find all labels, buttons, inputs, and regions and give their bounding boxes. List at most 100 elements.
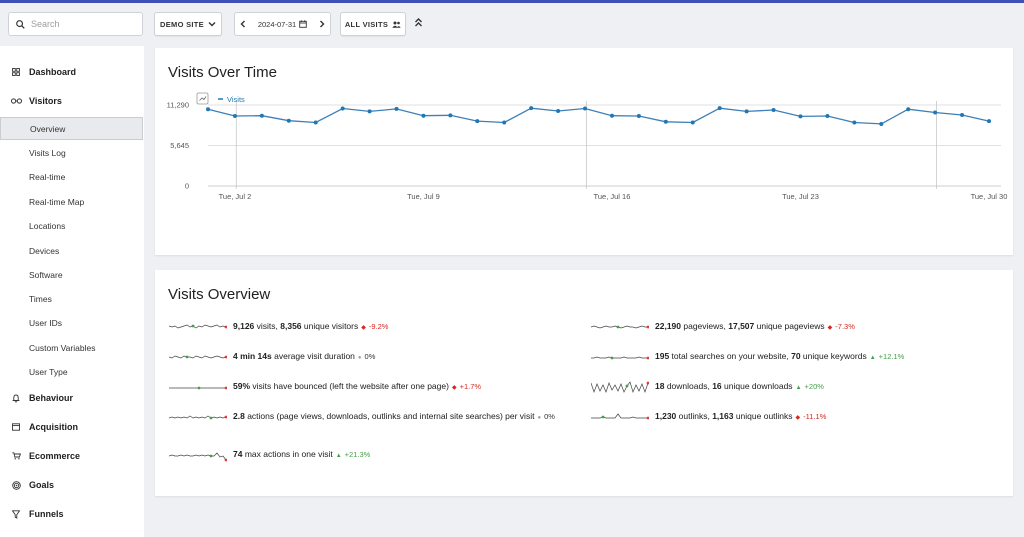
sparkline[interactable]	[591, 410, 649, 424]
x-tick-label: Tue, Jul 30	[971, 192, 1008, 201]
sparkline[interactable]	[169, 350, 227, 364]
sidebar-category-acquisition[interactable]: Acquisition	[0, 415, 144, 439]
sidebar-item-user-ids[interactable]: User IDs	[0, 311, 143, 334]
sparkline-path	[591, 325, 648, 329]
data-point[interactable]	[367, 109, 372, 114]
sidebar-category-goals[interactable]: Goals	[0, 473, 144, 497]
sidebar-item-overview[interactable]: Overview	[0, 117, 143, 140]
data-point[interactable]	[717, 106, 722, 111]
data-point[interactable]	[798, 114, 803, 119]
sparkline[interactable]	[591, 350, 649, 364]
sidebar-item-locations[interactable]: Locations	[0, 214, 143, 237]
sidebar-item-real-time[interactable]: Real-time	[0, 165, 143, 188]
sparkline-max-marker	[197, 386, 201, 390]
sparkline[interactable]	[169, 320, 227, 334]
sidebar-item-real-time-map[interactable]: Real-time Map	[0, 190, 143, 213]
sidebar-category-visitors[interactable]: Visitors	[0, 89, 144, 113]
evolution-indicator[interactable]: ● 0%	[537, 412, 554, 421]
metric-text: 74 max actions in one visit ▲ +21.3%	[233, 448, 370, 463]
target-icon	[11, 480, 21, 490]
sparkline[interactable]	[169, 380, 227, 394]
data-point[interactable]	[556, 109, 561, 114]
data-point[interactable]	[421, 113, 426, 118]
sparkline-path	[169, 355, 227, 359]
y-tick-label: 5,645	[170, 141, 189, 150]
data-point[interactable]	[583, 106, 588, 111]
data-point[interactable]	[475, 119, 480, 124]
site-selector-button[interactable]: DEMO SITE	[154, 12, 222, 36]
metric-label: actions (page views, downloads, outlinks…	[244, 411, 535, 421]
evolution-indicator[interactable]: ◆ -7.3%	[828, 322, 855, 331]
sidebar-item-label: Real-time Map	[29, 196, 85, 207]
data-point[interactable]	[529, 106, 534, 111]
sparkline[interactable]	[591, 380, 649, 394]
data-point[interactable]	[232, 114, 237, 119]
data-point[interactable]	[825, 114, 830, 119]
evolution-indicator[interactable]: ◆ -9.2%	[361, 322, 388, 331]
sidebar-category-dashboard[interactable]: Dashboard	[0, 60, 144, 84]
evolution-indicator[interactable]: ▲ +20%	[796, 382, 824, 391]
sidebar-item-label: Software	[29, 269, 63, 280]
date-picker-button[interactable]: 2024-07-31	[251, 20, 314, 29]
metric-label: unique outlinks	[733, 411, 793, 421]
evolution-indicator[interactable]: ● 0%	[358, 352, 375, 361]
data-point[interactable]	[852, 120, 857, 125]
metric-text: 59% visits have bounced (left the websit…	[233, 380, 481, 395]
data-point[interactable]	[609, 113, 614, 118]
x-tick-label: Tue, Jul 16	[594, 192, 631, 201]
collapse-header-button[interactable]	[414, 17, 423, 30]
data-point[interactable]	[663, 119, 668, 124]
previous-period-button[interactable]	[235, 13, 251, 35]
sparkline-end-marker	[224, 325, 227, 329]
legend-label[interactable]: Visits	[227, 95, 245, 104]
data-point[interactable]	[744, 109, 749, 114]
sidebar-category-funnels[interactable]: Funnels	[0, 502, 144, 526]
data-point[interactable]	[502, 120, 507, 125]
data-point[interactable]	[313, 120, 318, 125]
evolution-indicator[interactable]: ◆ -11.1%	[796, 412, 827, 421]
data-point[interactable]	[771, 107, 776, 112]
data-point[interactable]	[906, 107, 911, 112]
data-point[interactable]	[286, 118, 291, 123]
data-point[interactable]	[933, 110, 938, 115]
visits-overview-card: Visits Overview 9,126 visits, 8,356 uniq…	[155, 270, 1013, 496]
sparkline[interactable]	[591, 320, 649, 334]
sidebar-item-devices[interactable]: Devices	[0, 239, 143, 262]
next-period-button[interactable]	[314, 13, 330, 35]
metric-value: 195	[655, 351, 670, 361]
sidebar-item-times[interactable]: Times	[0, 287, 143, 310]
evolution-indicator[interactable]: ▲ +21.3%	[336, 450, 371, 459]
selected-date: 2024-07-31	[257, 19, 297, 29]
data-point[interactable]	[340, 106, 345, 111]
segment-selector-button[interactable]: ALL VISITS	[340, 12, 406, 36]
search-input[interactable]: Search	[8, 12, 143, 36]
sidebar-item-software[interactable]: Software	[0, 263, 143, 286]
sparkline[interactable]	[169, 448, 227, 462]
data-point[interactable]	[259, 113, 264, 118]
data-point[interactable]	[206, 107, 210, 112]
top-accent-bar	[0, 0, 1024, 3]
users-icon	[392, 21, 401, 28]
sidebar-item-custom-variables[interactable]: Custom Variables	[0, 336, 143, 359]
data-point[interactable]	[960, 112, 965, 117]
evolution-value: 0%	[544, 412, 555, 421]
evolution-indicator[interactable]: ▲ +12.1%	[870, 352, 905, 361]
funnel-icon	[12, 509, 20, 519]
sparkline-end-marker	[224, 386, 227, 390]
metric-label: unique pageviews	[754, 321, 825, 331]
data-point[interactable]	[394, 106, 399, 111]
sidebar-item-visits-log[interactable]: Visits Log	[0, 141, 143, 164]
sparkline[interactable]	[169, 410, 227, 424]
trend-arrow-icon: ●	[357, 355, 362, 361]
evolution-indicator[interactable]: ◆ +1.7%	[452, 382, 481, 391]
data-point[interactable]	[636, 114, 641, 119]
sidebar-category-behaviour[interactable]: Behaviour	[0, 386, 144, 410]
data-point[interactable]	[690, 120, 695, 125]
metric-label: unique visitors	[301, 321, 359, 331]
data-point[interactable]	[987, 119, 991, 124]
data-point[interactable]	[879, 121, 884, 126]
sidebar-category-ecommerce[interactable]: Ecommerce	[0, 444, 144, 468]
data-point[interactable]	[448, 113, 453, 118]
sidebar-item-user-type[interactable]: User Type	[0, 360, 143, 383]
sidebar-category-label: Funnels	[29, 509, 64, 519]
